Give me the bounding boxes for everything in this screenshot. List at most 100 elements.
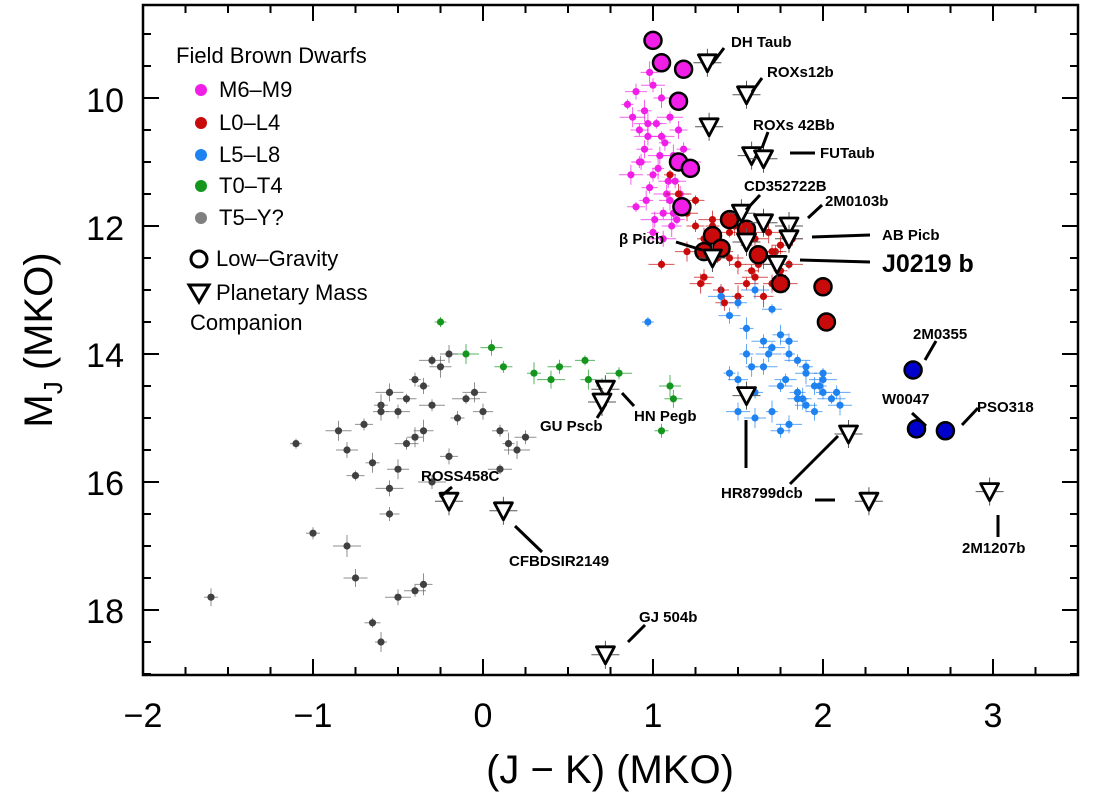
low-gravity-point: [719, 209, 740, 230]
data-point: [751, 273, 759, 281]
low-gravity-point: [748, 245, 769, 265]
annotation-label: GJ 504b: [639, 609, 697, 626]
legend-title: Field Brown Dwarfs: [176, 43, 367, 68]
svg-text:MJ (MKO): MJ (MKO): [17, 252, 68, 427]
data-point: [627, 171, 635, 179]
companion-point: [591, 392, 613, 413]
data-point: [635, 158, 644, 166]
data-point: [453, 414, 462, 422]
data-point: [629, 113, 637, 121]
leader-beta-picb: [675, 240, 703, 252]
companion-point: [438, 491, 460, 512]
data-point: [479, 408, 487, 416]
legend-marker-m: [195, 84, 207, 96]
data-point: [402, 395, 411, 403]
companion-point: [838, 424, 859, 445]
companion-point: [493, 501, 514, 522]
companion-point: [778, 229, 800, 250]
data-point: [623, 100, 632, 108]
data-point: [462, 395, 470, 403]
x-tick-label: −1: [294, 697, 333, 735]
companion-point: [766, 254, 788, 275]
y-tick-label: 18: [86, 593, 124, 631]
data-point: [782, 376, 790, 384]
data-point: [734, 376, 742, 384]
data-point: [683, 248, 691, 256]
data-point: [776, 382, 785, 390]
data-point: [836, 401, 844, 409]
data-point: [734, 292, 742, 300]
legend-marker-t5y: [195, 212, 207, 224]
low-gravity-point: [816, 312, 837, 332]
y-tick-label: 16: [86, 465, 124, 503]
data-point: [368, 619, 377, 627]
data-point: [445, 350, 453, 358]
companion-point: [753, 213, 774, 234]
data-point: [785, 337, 793, 345]
data-point: [368, 459, 377, 467]
leader-cd352722b: [744, 193, 762, 212]
y-tick-labels: 10 12 14 16 18: [86, 82, 124, 631]
tick-marks: [142, 5, 1079, 675]
data-point: [720, 299, 729, 307]
data-point: [776, 241, 785, 249]
data-point: [504, 440, 513, 448]
data-point: [768, 305, 776, 313]
data-point: [666, 113, 674, 121]
data-point: [691, 222, 700, 230]
data-point: [394, 408, 402, 416]
x-tick-label: 1: [644, 697, 663, 735]
x-axis-title: (J − K) (MKO): [486, 748, 734, 792]
data-point: [748, 267, 756, 275]
data-point: [768, 344, 776, 352]
data-point: [765, 350, 773, 358]
leader-w0047: [910, 411, 928, 428]
data-point: [419, 427, 428, 435]
data-point: [802, 369, 810, 377]
annotation-label: W0047: [882, 391, 930, 408]
data-point: [657, 260, 666, 268]
data-point: [555, 363, 564, 371]
data-point: [725, 369, 734, 377]
data-point: [445, 452, 453, 460]
annotation-label: HN Pegb: [634, 408, 697, 425]
data-point: [674, 190, 683, 198]
y-tick-label: 10: [86, 82, 124, 120]
data-point: [385, 510, 394, 518]
annotation-label: HR8799dcb: [721, 485, 803, 502]
data-point: [646, 68, 654, 76]
low-gravity-point: [672, 197, 692, 217]
low-gravity-point: [673, 59, 694, 79]
data-point: [725, 312, 734, 320]
y-axis-title: MJ (MKO): [17, 252, 68, 427]
data-point: [654, 164, 662, 172]
data-point: [428, 401, 436, 409]
data-point: [470, 388, 479, 396]
y-axis-title-sub: J: [38, 381, 68, 394]
data-point: [499, 363, 507, 371]
annotation-label: 2M0355: [913, 326, 967, 343]
companion-point: [979, 482, 1000, 502]
legend-label: L0–L4: [219, 110, 280, 135]
data-point: [776, 427, 785, 435]
data-point: [802, 363, 810, 371]
data-point: [640, 145, 649, 153]
data-point: [793, 356, 802, 364]
data-point: [666, 382, 674, 390]
data-point: [343, 542, 351, 550]
data-point: [615, 369, 623, 377]
data-point: [632, 203, 640, 211]
annotation-label-highlight: J0219 b: [882, 250, 974, 278]
data-point: [377, 408, 385, 416]
leader-gu-pscb: [595, 403, 608, 419]
data-point: [742, 280, 751, 288]
data-point: [734, 408, 742, 416]
companion-point: [736, 386, 757, 406]
data-point: [725, 228, 734, 236]
low-gravity-point: [643, 30, 663, 51]
legend-label: T0–T4: [219, 173, 283, 198]
data-point: [819, 376, 827, 384]
data-point: [691, 196, 700, 204]
annotation-label: ROXs 42Bb: [753, 117, 835, 134]
data-point: [657, 427, 666, 435]
